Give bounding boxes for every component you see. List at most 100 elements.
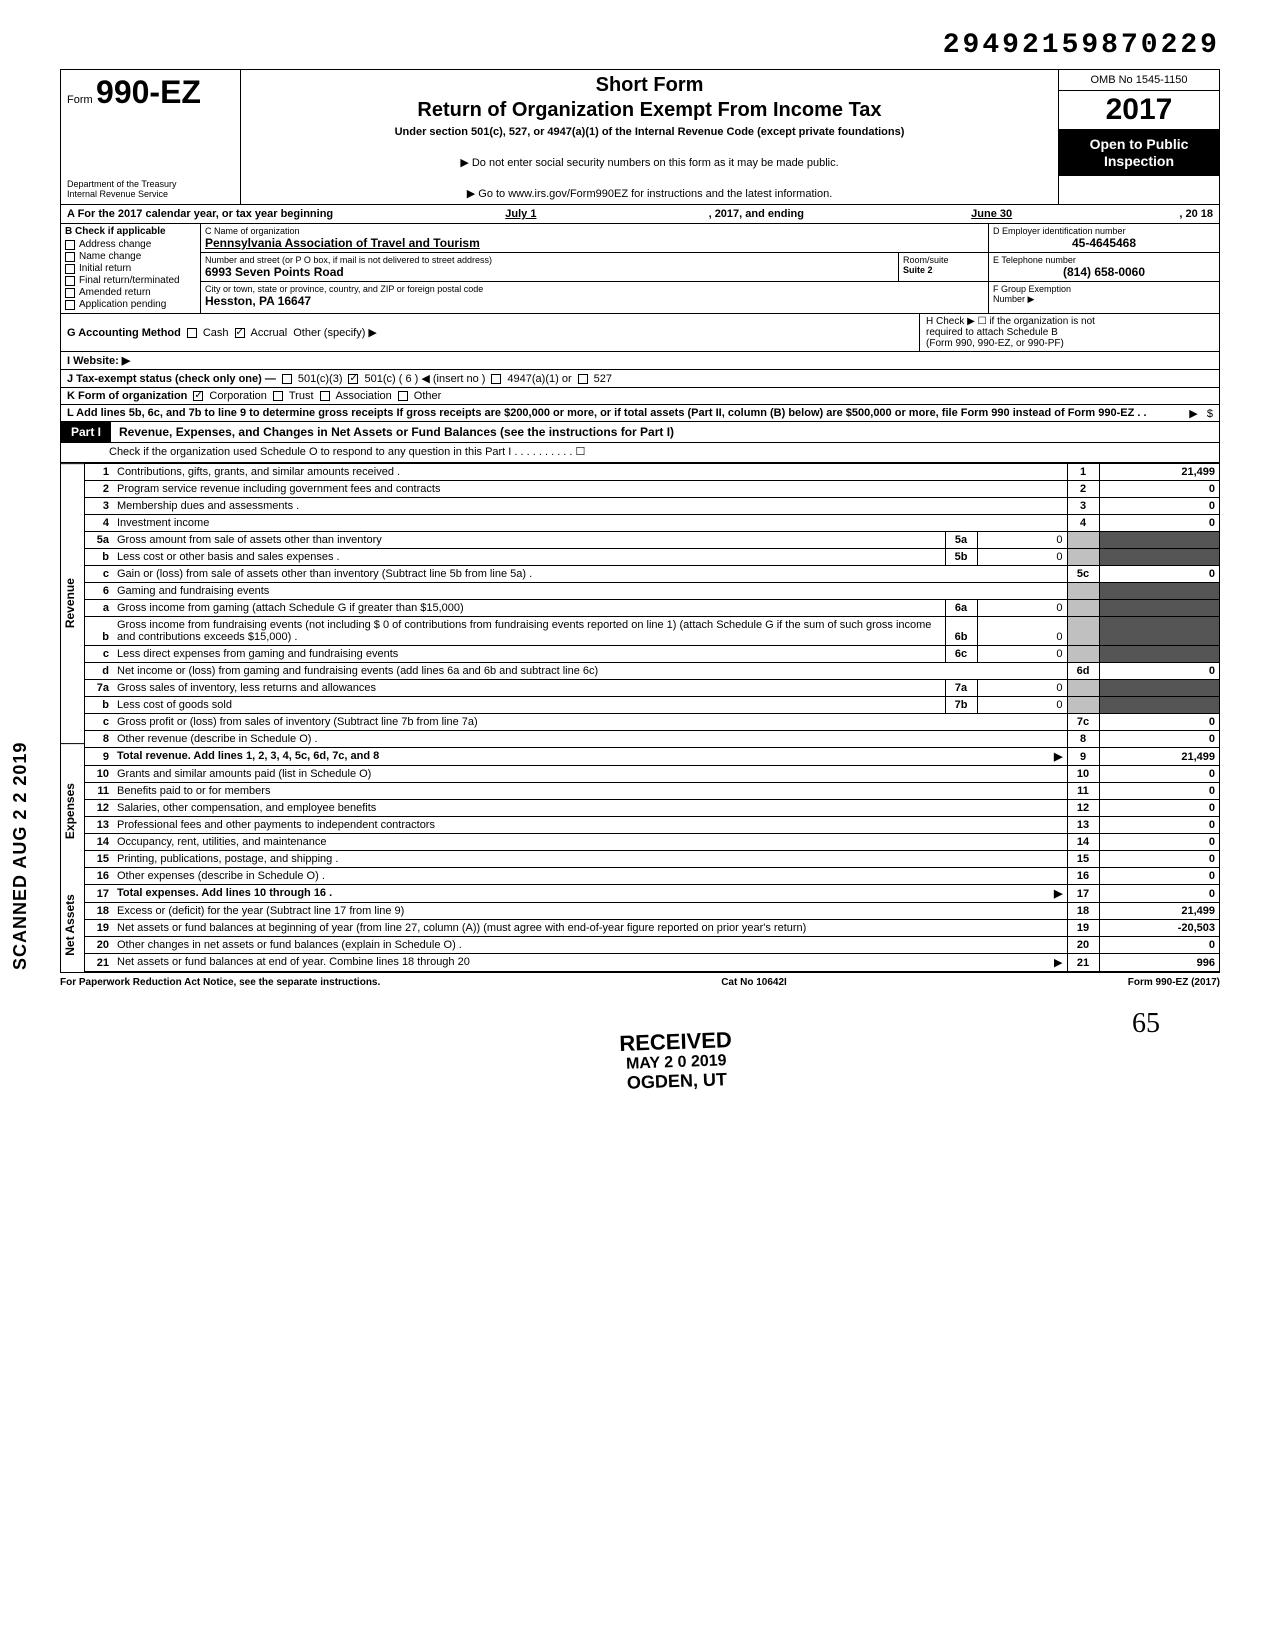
room-label: Room/suite <box>903 255 984 265</box>
line-number: 13 <box>85 817 113 834</box>
sub-line-number: 6b <box>945 617 977 646</box>
check-corp[interactable] <box>193 391 203 401</box>
check-address-change[interactable]: Address change <box>65 239 196 250</box>
line-ref: 21 <box>1067 954 1099 972</box>
check-final-return[interactable]: Final return/terminated <box>65 275 196 286</box>
footer-center: Cat No 10642I <box>721 977 787 988</box>
line-ref-shaded <box>1067 600 1099 617</box>
line-number: 4 <box>85 515 113 532</box>
part1-label: Part I <box>61 422 111 442</box>
check-4947[interactable] <box>491 374 501 384</box>
table-row: 11Benefits paid to or for members110 <box>85 783 1219 800</box>
check-other-org[interactable] <box>398 391 408 401</box>
line-number: a <box>85 600 113 617</box>
check-label: Name change <box>79 251 141 262</box>
line-amount: 0 <box>1099 498 1219 515</box>
city-cell: City or town, state or province, country… <box>201 282 988 310</box>
line-number: 9 <box>85 748 113 766</box>
check-amended[interactable]: Amended return <box>65 287 196 298</box>
line-number: c <box>85 714 113 731</box>
check-501c[interactable] <box>348 374 358 384</box>
cash-label: Cash <box>203 327 229 339</box>
ein-value: 45-4645468 <box>993 236 1215 250</box>
table-row: 14Occupancy, rent, utilities, and mainte… <box>85 834 1219 851</box>
phone-label: E Telephone number <box>993 255 1215 265</box>
dept-treasury: Department of the Treasury Internal Reve… <box>67 180 234 200</box>
accrual-label: Accrual <box>251 327 288 339</box>
org-name-cell: C Name of organization Pennsylvania Asso… <box>201 224 988 253</box>
side-expenses: Expenses <box>61 743 84 879</box>
part1-sub: Check if the organization used Schedule … <box>61 443 1219 463</box>
line-number: d <box>85 663 113 680</box>
check-cash[interactable] <box>187 328 197 338</box>
line-number: 1 <box>85 464 113 481</box>
line-ref-shaded <box>1067 549 1099 566</box>
scanned-stamp: SCANNED AUG 2 2 2019 <box>10 742 31 970</box>
line-amount: 0 <box>1099 515 1219 532</box>
line-description: Total expenses. Add lines 10 through 16 … <box>113 885 1067 903</box>
line-amount: 21,499 <box>1099 464 1219 481</box>
line-description: Net income or (loss) from gaming and fun… <box>113 663 1067 680</box>
check-name-change[interactable]: Name change <box>65 251 196 262</box>
check-initial-return[interactable]: Initial return <box>65 263 196 274</box>
amount-shaded <box>1099 646 1219 663</box>
line-amount: 996 <box>1099 954 1219 972</box>
tax-year: 2017 <box>1059 91 1219 130</box>
table-row: 3Membership dues and assessments .30 <box>85 498 1219 515</box>
table-row: 12Salaries, other compensation, and empl… <box>85 800 1219 817</box>
check-trust[interactable] <box>273 391 283 401</box>
line-description: Less cost of goods sold <box>113 697 945 714</box>
line-ref: 12 <box>1067 800 1099 817</box>
g-label: G Accounting Method <box>67 327 181 339</box>
line-ref: 7c <box>1067 714 1099 731</box>
side-revenue: Revenue <box>61 463 84 743</box>
check-label: Final return/terminated <box>79 275 180 286</box>
sub-line-number: 7b <box>945 697 977 714</box>
sub-line-value: 0 <box>977 600 1067 617</box>
check-501c3[interactable] <box>282 374 292 384</box>
omb-number: OMB No 1545-1150 <box>1059 70 1219 91</box>
line-number: 19 <box>85 920 113 937</box>
line-ref: 11 <box>1067 783 1099 800</box>
other-label: Other (specify) ▶ <box>293 326 377 339</box>
line-description: Gain or (loss) from sale of assets other… <box>113 566 1067 583</box>
check-app-pending[interactable]: Application pending <box>65 299 196 310</box>
k-opt3: Association <box>336 390 392 402</box>
check-accrual[interactable] <box>235 328 245 338</box>
header-right: OMB No 1545-1150 2017 Open to Public Ins… <box>1059 70 1219 204</box>
table-row: 7aGross sales of inventory, less returns… <box>85 680 1219 697</box>
table-row: 15Printing, publications, postage, and s… <box>85 851 1219 868</box>
l-text: L Add lines 5b, 6c, and 7b to line 9 to … <box>67 407 1147 419</box>
phone-cell: E Telephone number (814) 658-0060 <box>989 253 1219 282</box>
line-amount: 0 <box>1099 800 1219 817</box>
check-label: Application pending <box>79 299 166 310</box>
check-527[interactable] <box>578 374 588 384</box>
sub-line-value: 0 <box>977 549 1067 566</box>
check-assoc[interactable] <box>320 391 330 401</box>
table-row: dNet income or (loss) from gaming and fu… <box>85 663 1219 680</box>
line-description: Gross income from gaming (attach Schedul… <box>113 600 945 617</box>
line-description: Other changes in net assets or fund bala… <box>113 937 1067 954</box>
stamp-ogden: OGDEN, UT <box>620 1070 733 1094</box>
table-row: 5aGross amount from sale of assets other… <box>85 532 1219 549</box>
line-description: Membership dues and assessments . <box>113 498 1067 515</box>
line-ref-shaded <box>1067 532 1099 549</box>
line-description: Excess or (deficit) for the year (Subtra… <box>113 903 1067 920</box>
section-bcdef: B Check if applicable Address change Nam… <box>61 224 1219 314</box>
line-description: Program service revenue including govern… <box>113 481 1067 498</box>
row-l: L Add lines 5b, 6c, and 7b to line 9 to … <box>61 405 1219 422</box>
row-a-yr: , 20 18 <box>1179 208 1213 220</box>
row-a-end: June 30 <box>808 208 1175 220</box>
sub-line-value: 0 <box>977 646 1067 663</box>
line-ref: 15 <box>1067 851 1099 868</box>
line-ref: 18 <box>1067 903 1099 920</box>
table-row: 20Other changes in net assets or fund ba… <box>85 937 1219 954</box>
line-number: 2 <box>85 481 113 498</box>
line-ref-shaded <box>1067 646 1099 663</box>
form-990ez: Form 990-EZ Department of the Treasury I… <box>60 69 1220 973</box>
side-netassets: Net Assets <box>61 879 84 972</box>
column-c: C Name of organization Pennsylvania Asso… <box>201 224 989 313</box>
line-description: Investment income <box>113 515 1067 532</box>
main-table: Revenue Expenses Net Assets 1Contributio… <box>61 463 1219 972</box>
check-label: Amended return <box>79 287 151 298</box>
